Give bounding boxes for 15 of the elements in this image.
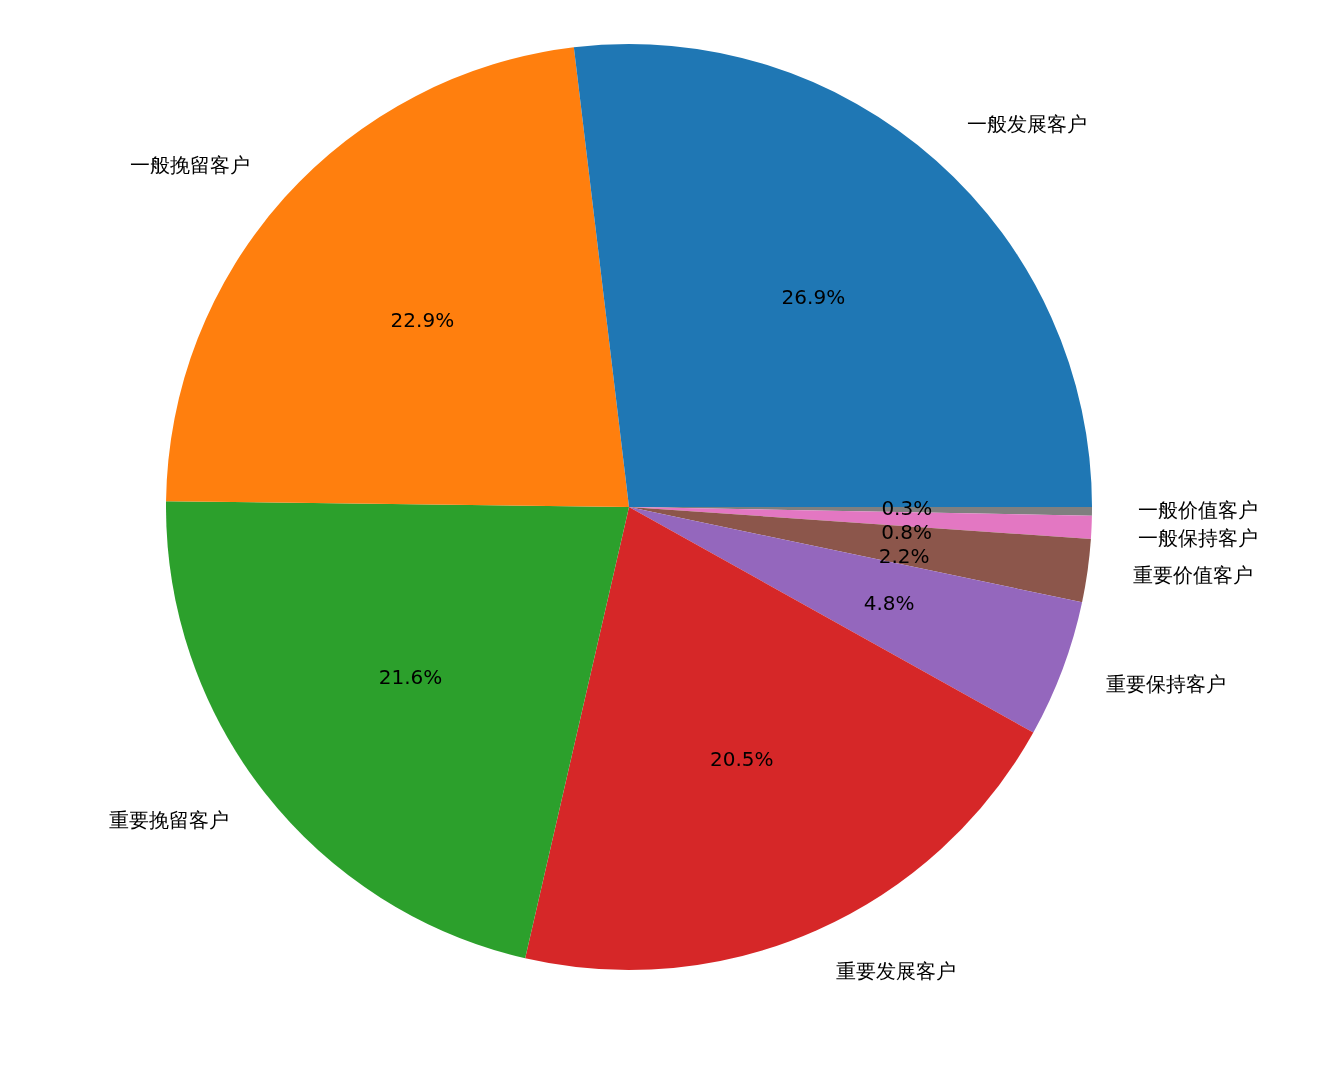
slice-label: 重要价值客户 [1133, 563, 1254, 588]
data-label: 22.9% [390, 307, 455, 332]
slice-label: 一般挽留客户 [130, 152, 251, 177]
data-label: 4.8% [863, 590, 915, 615]
slice-label: 一般发展客户 [967, 112, 1087, 137]
data-label: 21.6% [378, 664, 443, 689]
data-label: 20.5% [709, 747, 774, 772]
slice-label: 一般保持客户 [1137, 526, 1258, 550]
slice-label: 重要发展客户 [835, 958, 956, 983]
slice-label: 重要保持客户 [1105, 671, 1226, 696]
slice-label: 一般价值客户 [1138, 498, 1259, 522]
data-label: 26.9% [781, 285, 846, 310]
slice-label: 重要挽留客户 [108, 807, 229, 832]
data-label: 2.2% [878, 543, 930, 568]
data-label: 0.8% [881, 519, 932, 544]
